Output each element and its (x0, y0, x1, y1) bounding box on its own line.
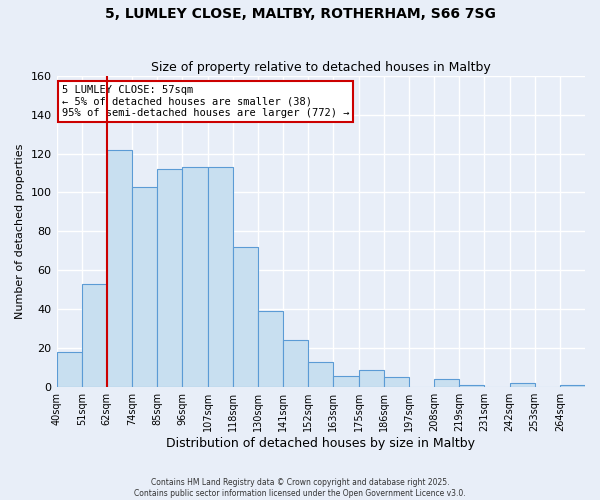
Text: 5, LUMLEY CLOSE, MALTBY, ROTHERHAM, S66 7SG: 5, LUMLEY CLOSE, MALTBY, ROTHERHAM, S66 … (104, 8, 496, 22)
Bar (434, 380, 459, 387)
Bar (359, 370, 383, 387)
Bar (560, 386, 585, 387)
Bar (82, 284, 107, 387)
Text: Contains HM Land Registry data © Crown copyright and database right 2025.
Contai: Contains HM Land Registry data © Crown c… (134, 478, 466, 498)
Bar (56, 352, 82, 387)
Title: Size of property relative to detached houses in Maltby: Size of property relative to detached ho… (151, 62, 491, 74)
Bar (283, 340, 308, 387)
Bar (208, 167, 233, 387)
Y-axis label: Number of detached properties: Number of detached properties (15, 144, 25, 319)
Bar (308, 362, 334, 387)
Bar (157, 169, 182, 387)
Bar (334, 376, 359, 387)
Bar (509, 384, 535, 387)
Bar (383, 378, 409, 387)
Bar (233, 247, 258, 387)
Bar (459, 386, 484, 387)
Bar (182, 167, 208, 387)
X-axis label: Distribution of detached houses by size in Maltby: Distribution of detached houses by size … (166, 437, 475, 450)
Bar (258, 312, 283, 387)
Bar (132, 186, 157, 387)
Bar (107, 150, 132, 387)
Text: 5 LUMLEY CLOSE: 57sqm
← 5% of detached houses are smaller (38)
95% of semi-detac: 5 LUMLEY CLOSE: 57sqm ← 5% of detached h… (62, 85, 349, 118)
